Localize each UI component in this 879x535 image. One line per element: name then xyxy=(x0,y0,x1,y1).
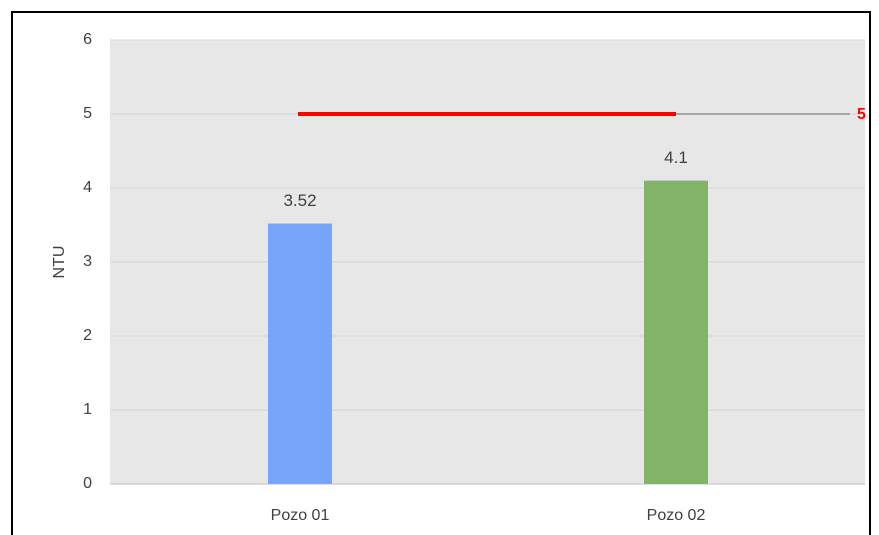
x-tick-label: Pozo 01 xyxy=(271,507,330,524)
y-tick-label: 0 xyxy=(83,475,92,492)
frame xyxy=(11,11,871,535)
y-axis-label: NTU xyxy=(51,246,68,279)
y-tick-label: 4 xyxy=(83,179,92,196)
data-label: 3.52 xyxy=(283,191,316,210)
x-tick-label: Pozo 02 xyxy=(647,507,706,524)
y-tick-label: 1 xyxy=(83,401,92,418)
y-tick-label: 6 xyxy=(83,31,92,48)
bar xyxy=(268,223,332,484)
bar xyxy=(644,180,708,484)
y-tick-label: 5 xyxy=(83,105,92,122)
data-label: 4.1 xyxy=(664,148,688,167)
y-tick-label: 3 xyxy=(83,253,92,270)
y-tick-label: 2 xyxy=(83,327,92,344)
reference-label: 5 xyxy=(857,106,866,123)
